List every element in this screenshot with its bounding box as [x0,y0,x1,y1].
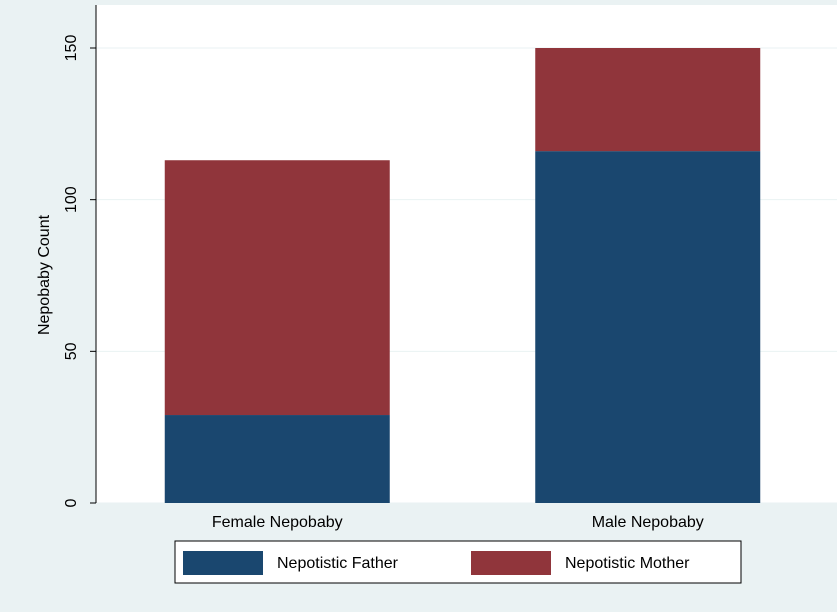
y-axis-label: Nepobaby Count [36,214,53,335]
bar-segment [535,48,761,152]
bar-segment [535,151,761,503]
y-tick-label: 150 [63,35,80,62]
y-tick-label: 100 [63,186,80,213]
legend-box [174,540,742,584]
x-tick-label: Male Nepobaby [592,514,704,531]
y-tick-label: 50 [63,342,80,360]
x-tick-label: Female Nepobaby [212,514,343,531]
y-tick-label: 0 [63,498,80,507]
bar-segment [164,160,390,416]
legend-label: Nepotistic Father [277,555,399,572]
legend-swatch [183,551,263,575]
bar-segment [164,415,390,503]
legend-swatch [471,551,551,575]
legend-label: Nepotistic Mother [565,555,690,572]
